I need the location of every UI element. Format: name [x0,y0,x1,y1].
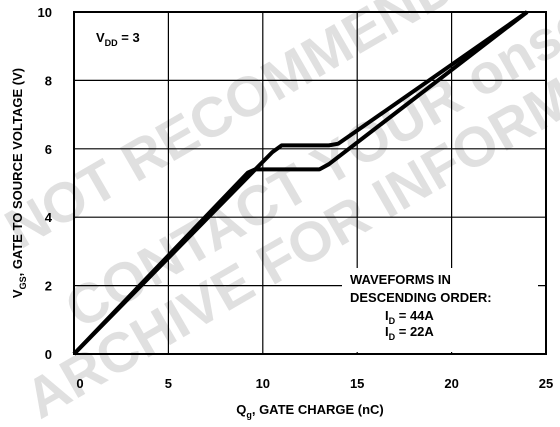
x-tick-label: 15 [350,376,364,391]
y-tick-label: 10 [38,5,52,20]
x-axis-label: Qg, GATE CHARGE (nC) [236,402,384,420]
x-tick-label: 5 [165,376,172,391]
x-tick-label: 10 [256,376,270,391]
annotation-line-1: WAVEFORMS IN [350,272,451,287]
y-tick-label: 2 [45,279,52,294]
y-tick-label: 0 [45,347,52,362]
x-tick-labels: 0 5 10 15 20 25 [76,376,553,391]
vdd-label: VDD = 3 [96,30,140,48]
annotation-line-2: DESCENDING ORDER: [350,290,492,305]
x-tick-label: 0 [76,376,83,391]
y-tick-label: 6 [45,142,52,157]
x-tick-label: 20 [444,376,458,391]
y-axis-label: VGS, GATE TO SOURCE VOLTAGE (V) [10,68,28,298]
x-tick-label: 25 [539,376,553,391]
y-tick-label: 4 [45,210,53,225]
series-annotation: WAVEFORMS IN DESCENDING ORDER: ID = 44A … [342,268,538,352]
y-tick-label: 8 [45,73,52,88]
